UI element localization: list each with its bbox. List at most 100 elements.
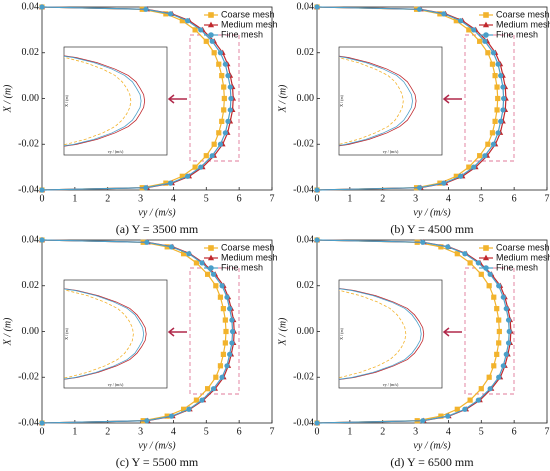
marker-circle [314,4,320,10]
marker-square [477,38,483,44]
marker-square [193,397,200,403]
marker-circle [39,187,45,193]
marker-square [453,173,459,179]
legend-label: Medium mesh [496,252,550,262]
marker-circle [198,164,204,170]
marker-circle [500,294,506,300]
x-tick-label: 0 [40,193,45,204]
marker-square [486,283,492,289]
marker-square [205,271,211,277]
marker-circle [217,50,224,56]
marker-square [211,50,217,56]
marker-square [453,18,459,24]
marker-circle [219,374,225,380]
x-tick-label: 1 [347,426,352,437]
marker-square [466,27,472,33]
legend-label: Coarse mesh [496,9,550,19]
y-tick-label: 0.02 [297,47,315,58]
marker-square [219,118,225,124]
marker-circle [222,61,228,67]
y-tick-label: 0.00 [297,326,315,337]
inset-plot [64,55,146,147]
marker-square [203,38,209,44]
zoom-arrow [442,327,462,337]
marker-square [221,107,227,113]
marker-square [483,245,489,251]
inset-frame [63,46,168,156]
marker-circle [505,340,512,346]
marker-circle [475,397,481,403]
panel: 0 1 2 3 4 5 6 7 -0.04 -0.02 0.00 0.02 0.04 vy / (m/s)… [277,234,550,468]
marker-square [483,12,489,18]
marker-circle [441,180,447,186]
marker-square [438,244,444,250]
legend-label: Fine mesh [221,29,263,39]
x-tick-label: 6 [512,193,517,204]
marker-circle [227,351,233,357]
marker-triangle [482,254,490,261]
marker-circle [498,118,504,124]
x-tick-label: 5 [479,193,484,204]
marker-square [477,153,483,159]
caption: (b) Y = 4500 mm [390,222,474,236]
inset-frame [338,46,443,156]
zoom-arrow [167,327,187,337]
inset-x-label: vy / (m/s) [108,149,124,154]
marker-circle [457,173,464,179]
marker-square [494,107,500,113]
y-axis-label: X / (m) [2,317,13,346]
marker-circle [457,18,464,24]
marker-square [222,340,228,346]
marker-circle [186,251,192,257]
x-tick-label: 7 [545,426,550,437]
marker-circle [445,244,451,250]
marker-circle [168,244,175,250]
legend-label: Coarse mesh [496,242,550,252]
marker-circle [224,363,230,369]
marker-circle [462,406,468,412]
marker-square [221,95,227,102]
marker-circle [462,251,468,257]
marker-circle [441,11,447,17]
y-axis-label: X / (m) [2,84,13,113]
marker-circle [314,237,320,243]
marker-square [494,306,500,312]
inset-x-label: vy / (m/s) [383,382,399,387]
marker-circle [219,283,225,289]
legend-label: Coarse mesh [221,9,275,19]
x-tick-label: 0 [315,426,320,437]
marker-circle [482,153,488,159]
x-tick-label: 4 [171,193,176,204]
marker-circle [506,328,512,335]
x-tick-label: 1 [347,193,352,204]
caption: (c) Y = 5500 mm [116,455,199,469]
marker-circle [167,11,174,17]
inset-series-line [64,55,146,147]
marker-circle [471,164,477,170]
inset-series-line [339,56,413,146]
y-tick-label: -0.04 [293,417,314,428]
marker-square [163,11,169,17]
y-tick-label: 0.04 [22,1,40,12]
marker-square [486,374,492,380]
inset-x-label: vy / (m/s) [383,149,399,154]
marker-square [485,50,491,56]
marker-circle [487,386,493,392]
inset-series-line [339,288,422,380]
marker-circle [209,153,215,159]
marker-circle [482,38,488,44]
marker-circle [186,406,192,412]
marker-circle [227,306,233,312]
marker-square [438,413,444,419]
marker-square [203,153,209,159]
marker-circle [184,173,191,179]
marker-circle [168,413,175,419]
marker-circle [490,141,497,147]
marker-circle [217,141,224,147]
marker-circle [495,61,501,67]
marker-circle [210,386,217,392]
y-tick-label: 0.04 [22,234,40,245]
marker-circle [198,27,204,33]
